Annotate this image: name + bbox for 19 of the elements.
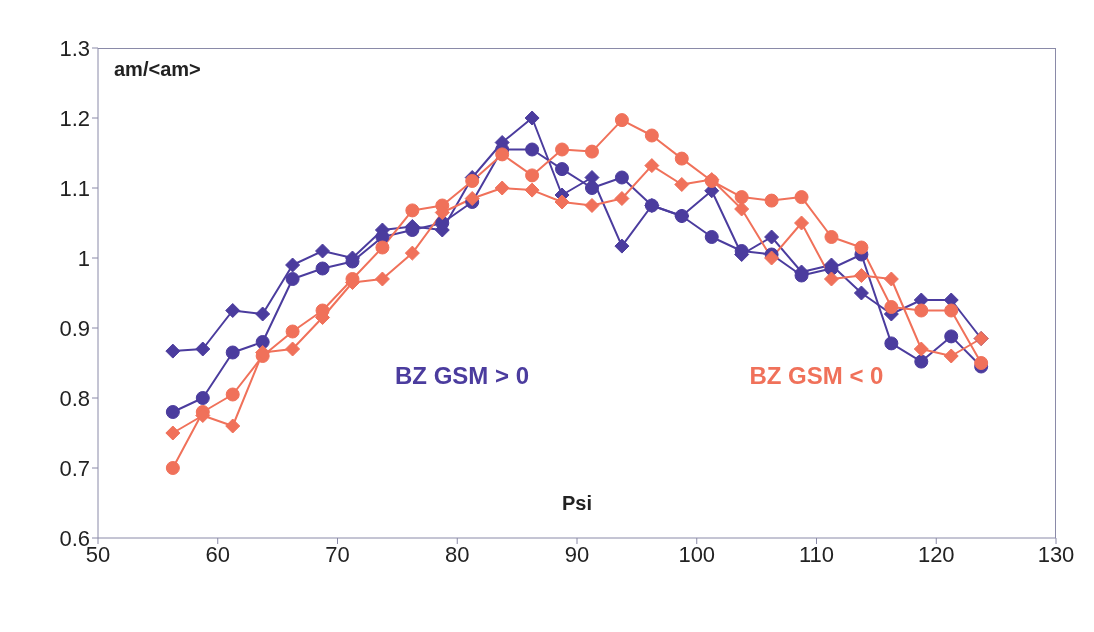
y-tick-label: 0.7 <box>59 455 90 481</box>
y-tick-label: 1.1 <box>59 175 90 201</box>
x-tick-label: 110 <box>798 541 835 567</box>
y-tick-label: 1.3 <box>59 35 90 61</box>
y-tick-label: 0.8 <box>59 385 90 411</box>
x-tick-label: 60 <box>205 541 230 567</box>
x-tick-label: 80 <box>445 541 470 567</box>
y-tick-label: 1.2 <box>59 105 90 131</box>
y-tick-label: 0.9 <box>59 315 90 341</box>
x-tick-label: 90 <box>564 541 590 567</box>
x-tick-label: 130 <box>1037 541 1075 567</box>
y-tick-label: 1 <box>77 245 90 271</box>
y-axis-title: am/<am> <box>114 58 201 81</box>
text: BZ GSM < 0 <box>749 361 884 390</box>
x-tick-label: 70 <box>325 541 350 567</box>
x-axis-title: Psi <box>561 492 593 515</box>
text: BZ GSM > 0 <box>394 361 529 390</box>
x-tick-label: 120 <box>917 541 955 567</box>
x-tick-label: 100 <box>678 541 716 567</box>
